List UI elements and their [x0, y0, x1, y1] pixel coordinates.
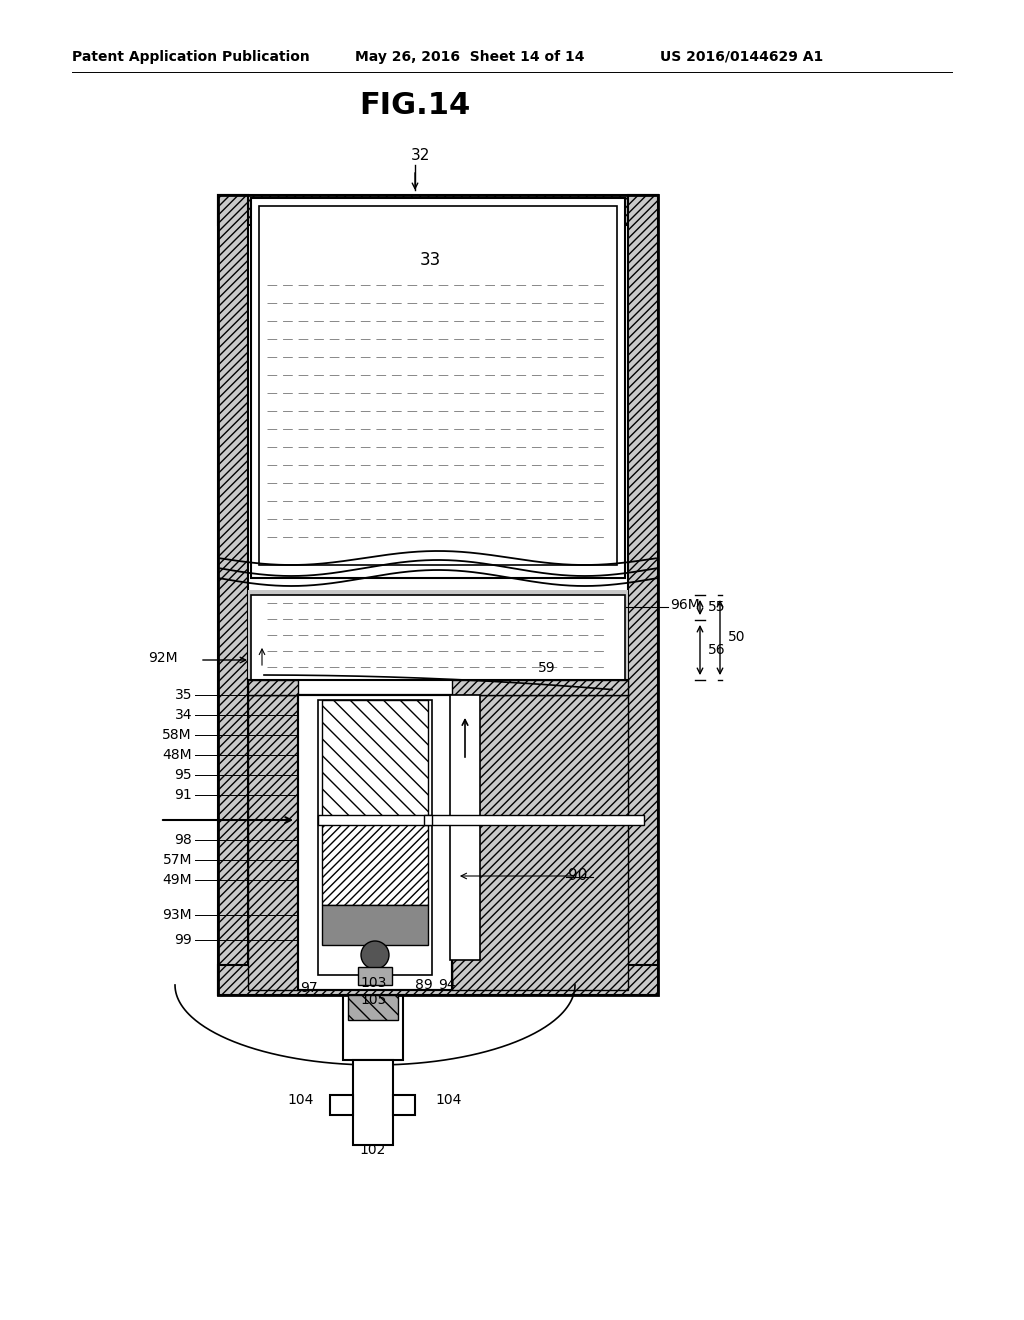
Text: 48M: 48M [163, 748, 193, 762]
Text: 103: 103 [360, 975, 387, 990]
Bar [318, 700, 432, 975]
Text: 97: 97 [300, 981, 318, 995]
Bar [218, 965, 658, 995]
Bar [251, 198, 625, 578]
Text: 96M: 96M [670, 598, 699, 612]
Bar [628, 195, 658, 995]
Bar [330, 1096, 353, 1115]
Bar [322, 700, 428, 820]
Text: 94: 94 [438, 978, 456, 993]
Text: 98: 98 [174, 833, 193, 847]
Bar [248, 590, 628, 965]
Text: 35: 35 [174, 688, 193, 702]
Text: 34: 34 [174, 708, 193, 722]
Text: 59: 59 [538, 661, 556, 675]
Text: 105: 105 [360, 993, 387, 1007]
Bar [322, 906, 428, 945]
Bar [318, 814, 644, 825]
Bar [393, 1096, 415, 1115]
Bar [348, 995, 398, 1020]
Text: 32: 32 [411, 148, 430, 162]
Bar [248, 696, 298, 990]
Text: 104: 104 [288, 1093, 314, 1107]
Text: 92M: 92M [148, 651, 177, 665]
Bar [298, 696, 452, 990]
Bar [248, 680, 628, 696]
Bar [248, 680, 298, 696]
Text: 104: 104 [435, 1093, 462, 1107]
Text: 50: 50 [728, 630, 745, 644]
Text: 49M: 49M [163, 873, 193, 887]
Bar [248, 680, 628, 696]
Bar [259, 206, 617, 565]
Bar [358, 968, 392, 985]
Bar [343, 995, 403, 1060]
Text: US 2016/0144629 A1: US 2016/0144629 A1 [660, 50, 823, 63]
Text: 95: 95 [174, 768, 193, 781]
Text: 55: 55 [708, 601, 725, 614]
Bar [353, 1060, 393, 1144]
Text: 58M: 58M [163, 729, 193, 742]
Bar [452, 680, 628, 696]
Text: May 26, 2016  Sheet 14 of 14: May 26, 2016 Sheet 14 of 14 [355, 50, 585, 63]
Bar [218, 195, 658, 995]
Bar [452, 696, 628, 990]
Text: 33: 33 [420, 251, 440, 269]
Bar [298, 696, 452, 990]
Circle shape [361, 941, 389, 969]
Text: Patent Application Publication: Patent Application Publication [72, 50, 309, 63]
Text: 102: 102 [359, 1143, 386, 1158]
Bar [424, 814, 432, 825]
Text: FIG.14: FIG.14 [359, 91, 471, 120]
Text: 56: 56 [708, 643, 726, 657]
Bar [450, 696, 480, 960]
Bar [322, 820, 428, 906]
Bar [218, 195, 658, 224]
Text: 99: 99 [174, 933, 193, 946]
Bar [251, 595, 625, 680]
Text: 89: 89 [415, 978, 433, 993]
Text: 57M: 57M [163, 853, 193, 867]
Text: 91: 91 [174, 788, 193, 803]
Text: 90: 90 [568, 867, 588, 883]
Text: 93M: 93M [163, 908, 193, 921]
Bar [218, 195, 248, 995]
